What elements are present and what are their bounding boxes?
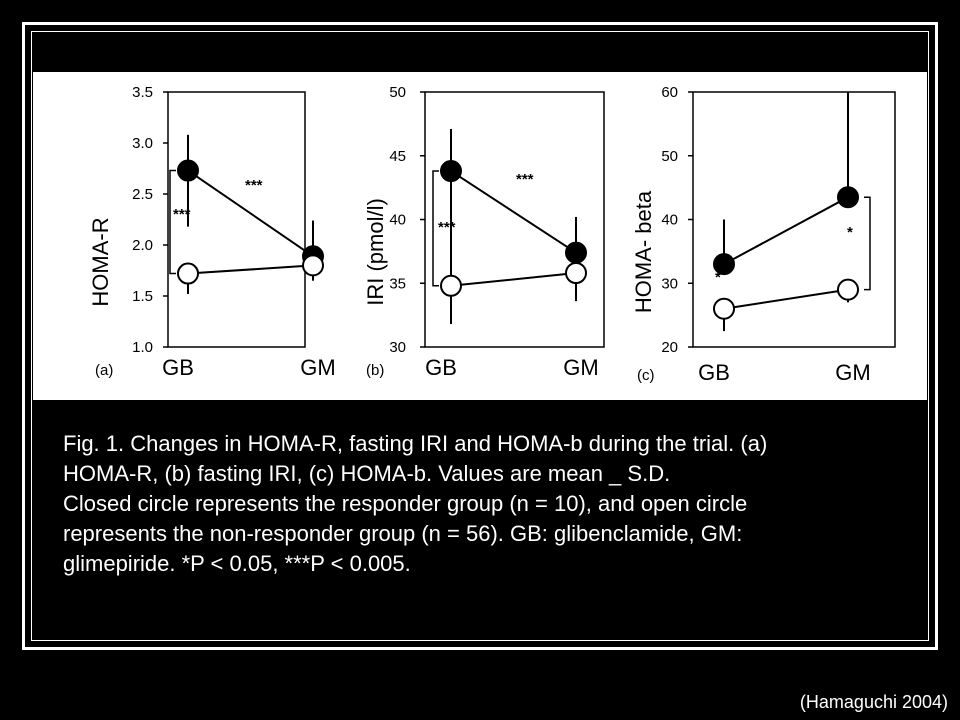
y-tick-label: 3.0: [132, 135, 153, 152]
non-responder-line: [723, 288, 849, 310]
responder-line: [187, 169, 314, 258]
significance-label: ***: [173, 206, 191, 223]
responder-line: [723, 196, 849, 266]
non-responder-point: [302, 254, 324, 277]
non-responder-point: [565, 262, 587, 285]
y-tick-label: 1.5: [132, 288, 153, 305]
responder-point: [440, 160, 462, 183]
responder-point: [837, 186, 859, 209]
y-tick-label: 40: [389, 212, 406, 229]
non-responder-line: [450, 272, 577, 287]
y-tick-label: 2.0: [132, 237, 153, 254]
panel-label: (b): [366, 362, 384, 379]
figure-panel: 3.5 3.0 2.5 2.0 1.5 1.0 HOMA-R (a) GB GM *** *** 50 4…: [33, 72, 927, 400]
non-responder-point: [713, 297, 735, 320]
citation: (Hamaguchi 2004): [799, 692, 948, 712]
x-tick-label: GM: [835, 360, 870, 385]
y-tick-label: 45: [389, 148, 406, 165]
responder-line: [450, 170, 577, 254]
y-tick-label: 2.5: [132, 186, 153, 203]
significance-bracket: [169, 169, 176, 275]
y-tick-label: 35: [389, 275, 406, 292]
panel-label: (c): [637, 367, 655, 384]
y-tick-label: 20: [661, 339, 678, 356]
non-responder-point: [177, 262, 199, 285]
significance-label: *: [715, 269, 721, 286]
responder-point: [713, 253, 735, 276]
caption-line: represents the non-responder group (n = …: [63, 521, 743, 546]
significance-label: ***: [438, 219, 456, 236]
significance-bracket: [864, 196, 871, 291]
y-axis-label: IRI (pmol/l): [363, 198, 388, 306]
caption-line: HOMA-R, (b) fasting IRI, (c) HOMA-b. Val…: [63, 461, 671, 486]
y-axis-label: HOMA- beta: [631, 190, 656, 313]
inner-frame: [31, 31, 929, 641]
figure-chart: 3.5 3.0 2.5 2.0 1.5 1.0 HOMA-R (a) GB GM *** *** 50 4…: [88, 84, 896, 385]
y-tick-label: 3.5: [132, 84, 153, 101]
x-tick-label: GM: [300, 355, 335, 380]
non-responder-point: [837, 278, 859, 301]
responder-point: [177, 159, 199, 182]
caption-line: glimepiride. *P < 0.05, ***P < 0.005.: [63, 551, 411, 576]
caption-line: Fig. 1. Changes in HOMA-R, fasting IRI a…: [63, 431, 768, 456]
x-tick-label: GB: [162, 355, 194, 380]
significance-bracket: [432, 170, 439, 287]
significance-label: ***: [516, 171, 534, 188]
significance-label: *: [847, 224, 853, 241]
y-tick-label: 1.0: [132, 339, 153, 356]
non-responder-point: [440, 274, 462, 297]
y-tick-label: 50: [661, 148, 678, 165]
x-tick-label: GM: [563, 355, 598, 380]
y-tick-label: 50: [389, 84, 406, 101]
y-axis-label: HOMA-R: [88, 217, 113, 306]
caption-line: Closed circle represents the responder g…: [63, 491, 748, 516]
y-tick-label: 30: [389, 339, 406, 356]
outer-frame: [22, 22, 938, 650]
x-tick-label: GB: [425, 355, 457, 380]
panel-label: (a): [95, 362, 113, 379]
y-tick-label: 40: [661, 212, 678, 229]
non-responder-line: [187, 264, 314, 275]
x-tick-label: GB: [698, 360, 730, 385]
y-tick-label: 60: [661, 84, 678, 101]
plot-frame: [167, 91, 306, 348]
significance-label: ***: [245, 177, 263, 194]
figure-caption: Fig. 1. Changes in HOMA-R, fasting IRI a…: [63, 429, 913, 579]
responder-point: [565, 241, 587, 264]
y-tick-label: 30: [661, 275, 678, 292]
